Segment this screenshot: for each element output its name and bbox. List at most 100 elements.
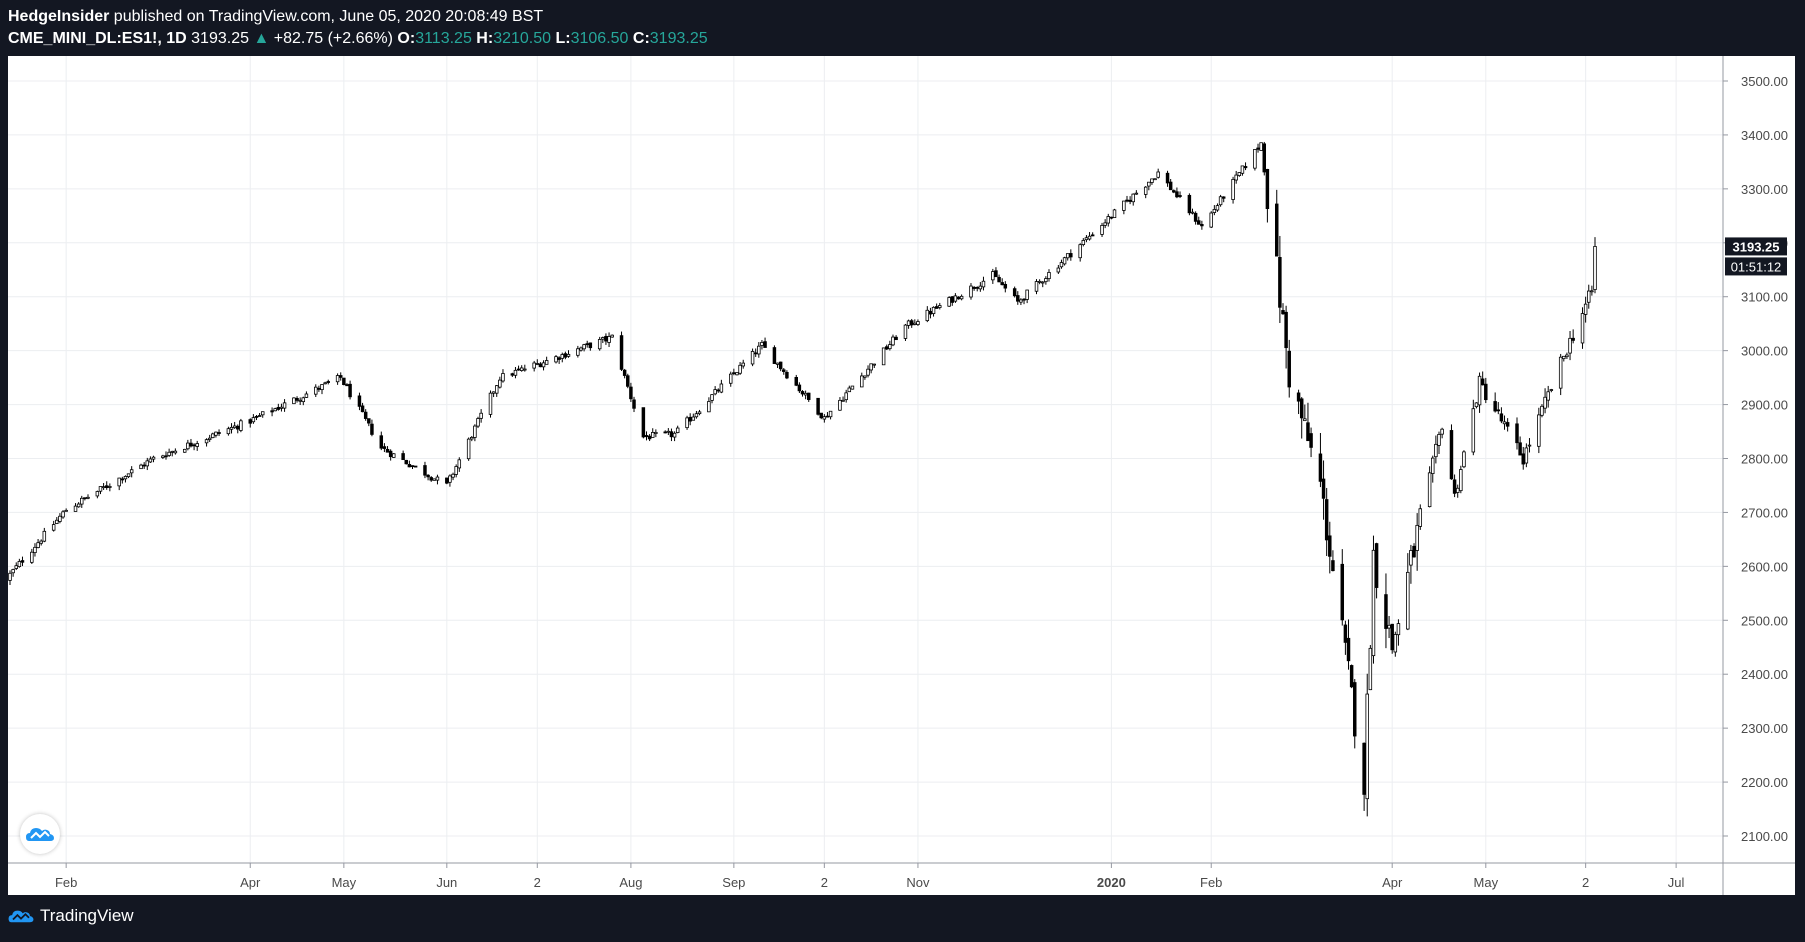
candle-body bbox=[1084, 237, 1089, 241]
bullish-candle bbox=[1437, 431, 1441, 454]
bullish-candle bbox=[991, 268, 995, 284]
candle-body bbox=[257, 415, 262, 417]
candle-body bbox=[426, 474, 430, 478]
candle-body bbox=[270, 410, 274, 413]
candle-body bbox=[161, 455, 165, 458]
bearish-candle bbox=[363, 409, 368, 421]
candle-body bbox=[429, 477, 433, 481]
candle-body bbox=[454, 466, 458, 475]
candle-body bbox=[226, 428, 231, 435]
candle-body bbox=[691, 416, 696, 421]
candle-body bbox=[120, 478, 125, 481]
bullish-candle bbox=[1234, 170, 1238, 184]
candle-body bbox=[1172, 190, 1176, 193]
candle-body bbox=[1459, 469, 1463, 492]
bearish-candle bbox=[716, 388, 720, 393]
bullish-candle bbox=[1240, 165, 1245, 176]
candle-body bbox=[597, 339, 602, 350]
last-price-badge-label: 3193.25 bbox=[1733, 239, 1780, 254]
candle-body bbox=[523, 368, 527, 371]
bullish-candle bbox=[58, 513, 62, 524]
bearish-candle bbox=[950, 296, 955, 306]
bullish-candle bbox=[1215, 203, 1220, 212]
candle-body bbox=[807, 392, 811, 400]
bullish-candle bbox=[1568, 330, 1572, 361]
candlestick-chart[interactable]: 3500.003400.003300.003200.003100.003000.… bbox=[8, 56, 1795, 895]
bullish-candle bbox=[30, 548, 34, 565]
candle-body bbox=[741, 362, 745, 367]
candle-body bbox=[1393, 634, 1398, 653]
chart-area[interactable]: 3500.003400.003300.003200.003100.003000.… bbox=[8, 56, 1795, 895]
candle-body bbox=[1427, 472, 1432, 508]
bullish-candle bbox=[454, 464, 458, 478]
bullish-candle bbox=[803, 390, 808, 400]
bearish-candle bbox=[1343, 620, 1348, 655]
candle-body bbox=[1034, 281, 1039, 292]
bullish-candle bbox=[1153, 178, 1157, 181]
bullish-candle bbox=[1065, 253, 1070, 261]
candle-body bbox=[554, 356, 558, 363]
candle-body bbox=[95, 491, 100, 497]
bullish-candle bbox=[1150, 178, 1154, 185]
candle-body bbox=[457, 459, 462, 469]
bearish-candle bbox=[1278, 235, 1282, 324]
candle-body bbox=[719, 383, 724, 393]
author-name[interactable]: HedgeInsider bbox=[8, 8, 110, 25]
bearish-candle bbox=[367, 418, 371, 427]
candle-body bbox=[301, 397, 306, 403]
candle-body bbox=[869, 363, 873, 371]
candle-body bbox=[1431, 457, 1435, 475]
candle-body bbox=[51, 524, 56, 531]
bullish-candle bbox=[204, 438, 209, 447]
tradingview-cloud-icon bbox=[26, 828, 54, 841]
bullish-candle bbox=[541, 360, 546, 371]
candle-body bbox=[544, 360, 549, 365]
bearish-candle bbox=[1452, 474, 1457, 498]
candle-body bbox=[969, 285, 973, 298]
candle-body bbox=[863, 375, 867, 378]
bearish-candle bbox=[956, 296, 961, 300]
bullish-candle bbox=[61, 510, 65, 519]
bullish-candle bbox=[1537, 407, 1541, 454]
candle-body bbox=[1549, 389, 1554, 391]
bullish-candle bbox=[1524, 443, 1529, 468]
bearish-candle bbox=[401, 450, 405, 461]
candle-body bbox=[1406, 571, 1410, 630]
candle-body bbox=[1218, 196, 1223, 206]
bearish-candle bbox=[1200, 220, 1204, 230]
bearish-candle bbox=[1016, 291, 1020, 305]
symbol-label[interactable]: CME_MINI_DL:ES1!, 1D bbox=[8, 30, 187, 47]
bullish-candle bbox=[544, 356, 549, 365]
candle-body bbox=[1412, 545, 1416, 558]
candle-body bbox=[139, 464, 143, 470]
bullish-candle bbox=[64, 508, 68, 512]
time-tick-label: Sep bbox=[722, 875, 745, 890]
last-price-badge: 3193.25 bbox=[1725, 237, 1787, 256]
time-tick-label: 2020 bbox=[1097, 875, 1126, 890]
candle-body bbox=[1209, 212, 1213, 228]
bullish-candle bbox=[195, 440, 199, 451]
time-tick-label: Jun bbox=[436, 875, 457, 890]
candle-body bbox=[1056, 267, 1061, 273]
candle-body bbox=[694, 413, 699, 418]
bearish-candle bbox=[538, 362, 543, 368]
published-text: published on TradingView.com, June 05, 2… bbox=[109, 8, 544, 25]
bullish-candle bbox=[211, 432, 215, 439]
candle-body bbox=[822, 416, 827, 420]
bearish-candle bbox=[1324, 487, 1329, 557]
candle-body bbox=[997, 276, 1001, 283]
candle-body bbox=[729, 373, 733, 384]
bearish-candle bbox=[404, 459, 408, 465]
candle-body bbox=[1365, 693, 1369, 800]
bullish-candle bbox=[1396, 619, 1401, 646]
candle-body bbox=[164, 455, 168, 458]
tradingview-badge[interactable] bbox=[20, 814, 60, 854]
candle-body bbox=[538, 363, 543, 368]
footer-brand[interactable]: TradingView bbox=[40, 906, 134, 925]
candle-body bbox=[1156, 171, 1160, 178]
bullish-candle bbox=[847, 385, 852, 393]
candle-body bbox=[1583, 303, 1588, 315]
candle-body bbox=[1452, 479, 1457, 494]
bearish-candle bbox=[1175, 187, 1179, 199]
bearish-candle bbox=[800, 390, 805, 397]
